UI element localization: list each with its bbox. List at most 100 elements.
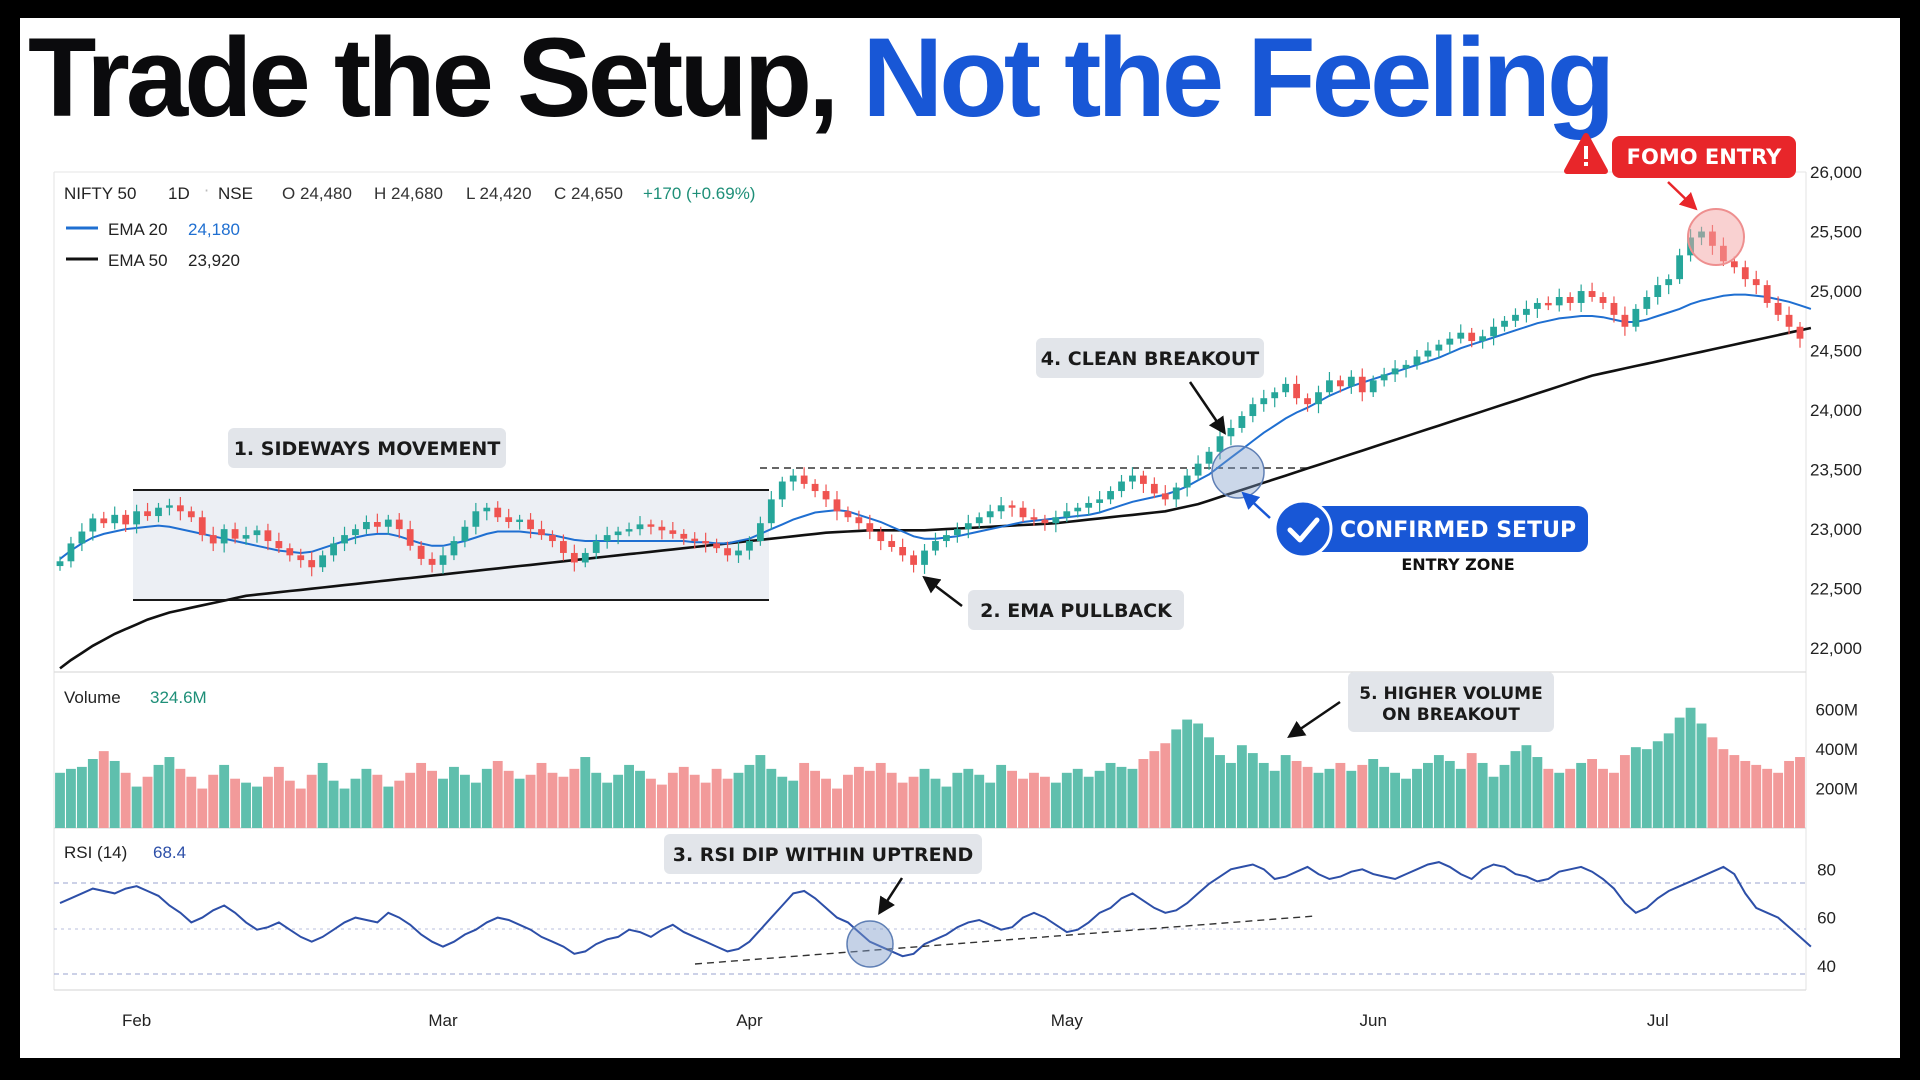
volume-bar	[1729, 755, 1740, 828]
rsi-tick-label: 40	[1817, 957, 1836, 976]
candle-body	[735, 550, 742, 556]
volume-bar	[832, 788, 842, 828]
volume-tick-label: 200M	[1815, 780, 1858, 799]
candle-body	[428, 558, 436, 565]
volume-bar	[864, 770, 875, 828]
ema50-line	[59, 326, 1812, 670]
volume-bar	[996, 764, 1007, 828]
candle-body	[472, 511, 480, 527]
volume-bar	[1029, 772, 1039, 828]
volume-bar	[810, 770, 821, 828]
candle-body	[549, 535, 556, 542]
volume-bar	[1379, 766, 1390, 828]
volume-bar	[394, 780, 405, 828]
volume-bar	[722, 778, 733, 828]
candle-body	[406, 529, 414, 546]
check-icon	[1287, 517, 1320, 543]
volume-bar	[1412, 768, 1422, 828]
volume-bar	[624, 764, 634, 828]
volume-bar	[459, 774, 470, 828]
volume-bar	[766, 768, 777, 828]
candle-body	[1260, 398, 1268, 405]
candle-body	[680, 533, 688, 539]
candle-body	[614, 531, 622, 536]
volume-bar	[66, 768, 76, 828]
candle-body	[581, 552, 589, 563]
candle-body	[527, 519, 534, 530]
price-tick-label: 26,000	[1810, 163, 1862, 182]
candle-body	[516, 519, 524, 522]
symbol-name: NIFTY 50	[64, 184, 136, 203]
volume-bar	[438, 778, 448, 828]
rsi-value: 68.4	[153, 843, 186, 862]
rsi-tick-label: 80	[1817, 860, 1836, 879]
candle-body	[133, 511, 140, 525]
volume-bar	[547, 772, 558, 828]
candle-body	[494, 507, 502, 518]
volume-bar	[306, 774, 317, 828]
candle-body	[187, 511, 195, 518]
candle-body	[1435, 344, 1443, 351]
volume-bar	[1302, 766, 1313, 828]
candle-body	[910, 555, 917, 565]
candle-body	[1249, 404, 1257, 417]
candle-body	[1085, 502, 1093, 508]
candle-body	[538, 529, 545, 536]
volume-bar	[383, 786, 394, 828]
annotation-volume: 5. HIGHER VOLUME ON BREAKOUT	[1287, 672, 1554, 738]
candle-body	[964, 523, 972, 530]
candle-body	[1610, 302, 1618, 315]
candle-body	[111, 514, 119, 524]
x-tick-label: Feb	[122, 1011, 151, 1030]
volume-bar	[241, 782, 251, 828]
volume-bar	[284, 780, 295, 828]
volume-bar	[175, 768, 186, 828]
candle-body	[231, 529, 239, 539]
candle-body	[866, 523, 874, 532]
rsi-line	[59, 861, 1812, 958]
candle-body	[1063, 511, 1071, 518]
volume-bar	[109, 760, 120, 828]
volume-bar	[76, 766, 87, 828]
volume-bar	[1280, 755, 1291, 828]
volume-bar	[1543, 768, 1554, 828]
candle-body	[669, 530, 677, 534]
volume-bar	[1182, 719, 1193, 828]
candle-body	[1380, 374, 1388, 381]
candle-body	[592, 541, 600, 553]
candle-body	[1413, 356, 1421, 365]
candle-body	[395, 519, 403, 530]
candle-body	[1008, 505, 1016, 508]
candle-body	[778, 481, 786, 500]
candle-body	[746, 541, 753, 551]
annotation-rsi-dip-text: 3. RSI DIP WITHIN UPTREND	[673, 844, 974, 866]
volume-bar	[186, 776, 197, 828]
candle-body	[1523, 308, 1530, 315]
candle-body	[1271, 392, 1279, 399]
volume-bar	[87, 759, 98, 828]
candle-body	[1227, 427, 1235, 437]
candle-body	[811, 483, 819, 492]
volume-bar	[1510, 751, 1521, 828]
volume-bar	[1160, 743, 1171, 828]
candle-body	[1183, 475, 1191, 488]
volume-bar	[1269, 770, 1280, 828]
candle-body	[1216, 436, 1224, 452]
volume-bar	[886, 772, 897, 828]
candle-body	[1041, 519, 1049, 524]
candle-body	[1118, 481, 1125, 492]
volume-bar	[1455, 768, 1466, 828]
candle-body	[363, 522, 370, 530]
ema50-label: EMA 50	[108, 251, 168, 270]
price-tick-label: 24,500	[1810, 342, 1862, 361]
volume-bar	[164, 757, 175, 828]
volume-bar	[1718, 749, 1729, 828]
volume-bar	[908, 776, 919, 828]
volume-bar	[613, 774, 624, 828]
volume-bar	[897, 782, 908, 828]
volume-bar	[120, 772, 131, 828]
volume-bar	[1619, 755, 1630, 828]
breakout-circle	[1211, 445, 1265, 499]
volume-bar	[1587, 759, 1597, 828]
rsi-dip-circle	[846, 920, 894, 968]
